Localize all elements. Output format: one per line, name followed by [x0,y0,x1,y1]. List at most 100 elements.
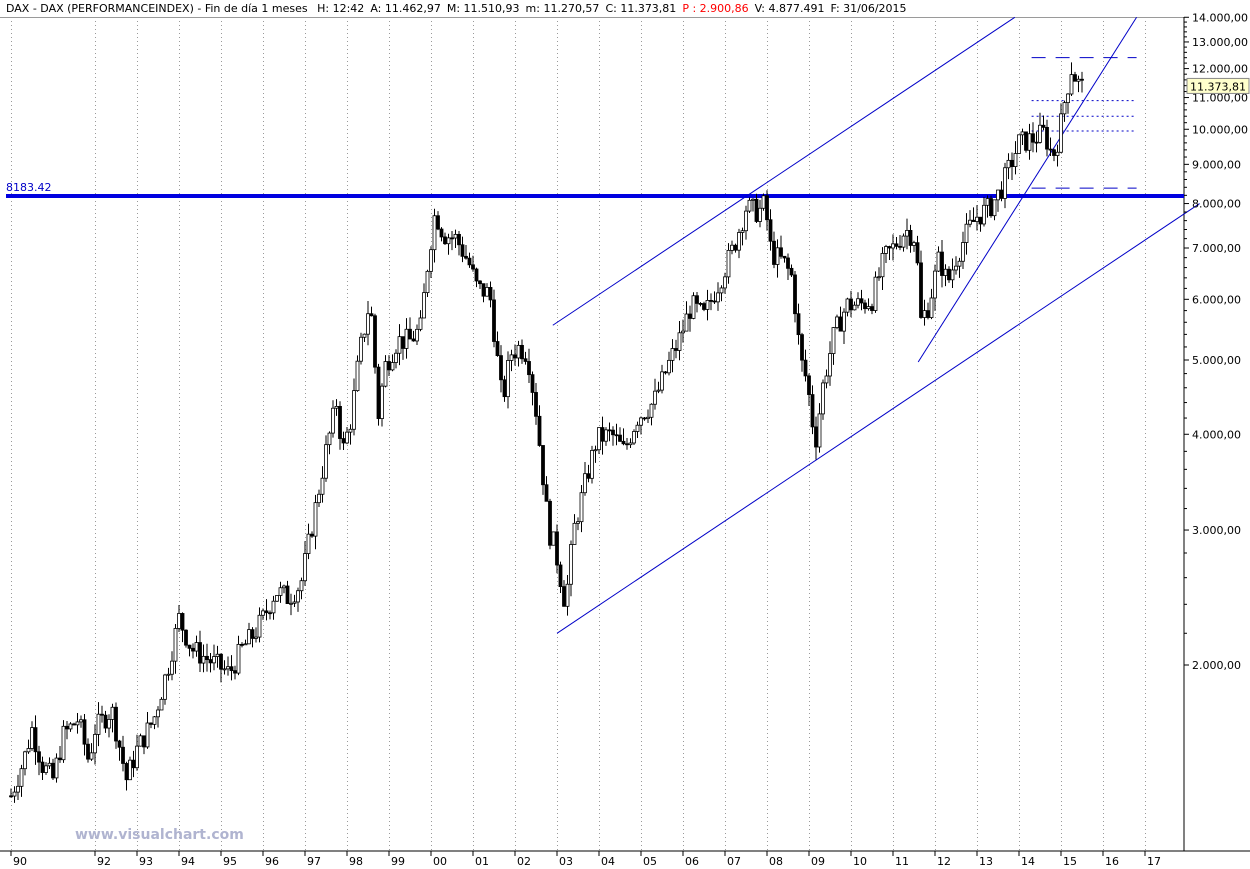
candle-body [898,245,902,248]
candle-body [47,762,52,767]
y-tick-label: 13.000,00 [1192,36,1248,49]
candle-body [415,328,419,342]
candle-body [737,232,741,251]
candle [975,205,979,231]
candle [264,599,269,621]
candle [16,774,20,801]
candle [831,327,836,365]
candle [208,653,213,673]
candle [184,629,188,648]
candle-body [667,359,671,374]
candle [807,373,811,406]
candle [457,231,461,256]
candle-body [803,359,808,377]
candle [765,190,769,231]
candle-body [383,361,388,387]
candle-body [453,233,458,239]
candle-body [800,334,804,361]
candle-body [891,243,895,249]
candle [929,288,934,320]
candle-body [299,580,304,592]
candle-body [985,198,990,206]
candle-body [1062,102,1067,115]
candle [215,645,220,668]
x-tick-label: 98 [349,855,363,868]
candle [348,424,353,445]
candle [726,243,731,284]
candle [1059,103,1063,154]
candle-body [1017,134,1021,154]
candle-body [992,199,997,217]
candle [422,283,426,319]
candle [373,313,377,374]
candle-body [327,432,332,446]
candle-body [250,629,255,639]
candle-body [775,247,780,265]
candle-body [821,382,825,415]
candle [51,758,55,780]
candle [201,644,206,673]
candle [999,181,1004,202]
candle-body [380,385,384,419]
candle-body [954,265,958,271]
candle [943,264,948,287]
candle-body [873,276,878,311]
x-tick-label: 02 [517,855,531,868]
candle-body [275,595,279,602]
candle [117,739,122,761]
candle-body [334,406,339,409]
candle-body [807,375,811,395]
candle [677,320,682,361]
candle [317,489,321,507]
candle [635,421,640,439]
candle [551,531,556,546]
candle [817,403,822,453]
candle [586,464,591,483]
candle-body [247,629,251,645]
candle [859,289,864,311]
candle-body [177,613,181,629]
candle-body [180,613,185,631]
x-tick-label: 16 [1105,855,1119,868]
candle-body [282,585,286,589]
candle [9,788,13,798]
candle [621,428,626,446]
candle-body [607,429,612,432]
candle [376,363,381,426]
candle [233,665,237,680]
candle-body [551,531,556,546]
candle [733,243,738,253]
y-tick-label: 2.000,00 [1192,659,1241,672]
candle [306,523,311,560]
candle [1006,153,1011,180]
candle-body [723,276,727,289]
candle [191,643,195,659]
candle [404,318,409,359]
candle-body [422,292,426,319]
candle [646,409,650,423]
candle-body [373,315,377,368]
candle [593,445,598,463]
candle-body [313,502,318,537]
candle [569,540,573,597]
candle [37,745,41,776]
candle [632,429,636,445]
candle-body [261,610,265,616]
candle [110,703,115,733]
level-label: 8183.42 [6,181,52,194]
trendline-channel-lower [556,203,1200,634]
candle-body [1013,153,1018,167]
candle-body [565,583,570,607]
candle [597,427,601,454]
candle [1073,71,1077,82]
candle-body [40,761,45,773]
candle-body [478,280,482,285]
x-tick-label: 97 [307,855,321,868]
candle-body [824,375,829,384]
candle-body [159,698,164,711]
candle [887,245,892,260]
candle [828,341,832,386]
candle [758,199,762,228]
candle [65,721,69,740]
